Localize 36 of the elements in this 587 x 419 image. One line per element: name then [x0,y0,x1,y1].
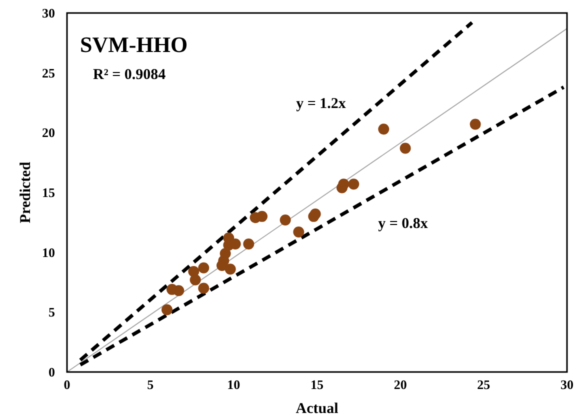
point [220,248,231,260]
y-tick-label: 0 [48,364,55,380]
x-tick-label: 10 [227,377,240,392]
point [378,124,390,135]
y-tick-label: 20 [42,125,55,140]
annotation: R² = 0.9084 [93,67,166,83]
point [338,178,350,190]
x-axis-title: Actual [296,401,338,417]
text: SVM-HHO [80,32,188,57]
y-tick-label: 10 [42,244,55,260]
point [348,178,360,190]
point [470,118,481,130]
point [198,262,210,274]
point [256,210,268,222]
y-tick-label: 15 [42,185,56,200]
x-tick-label: 15 [310,377,324,392]
annotation: y = 1.2x [296,96,346,112]
point [293,226,304,238]
y-tick-label: 30 [42,6,55,20]
x-tick-label: 5 [147,377,154,392]
y-axis-title: Predicted [18,161,34,224]
y-tick-label: 5 [48,304,56,320]
point [280,214,291,226]
x-tick-label: 25 [477,377,491,392]
y-tick-label: 25 [42,65,56,80]
point [400,142,411,154]
annotation: y = 0.8x [378,216,428,232]
point [190,274,201,286]
point [224,264,236,275]
point [162,304,172,316]
point [198,282,210,294]
point [173,285,184,296]
x-tick-label: 30 [560,377,574,392]
x-tick-label: 20 [394,377,407,392]
x-tick-label: 0 [64,377,70,392]
point [243,238,254,250]
